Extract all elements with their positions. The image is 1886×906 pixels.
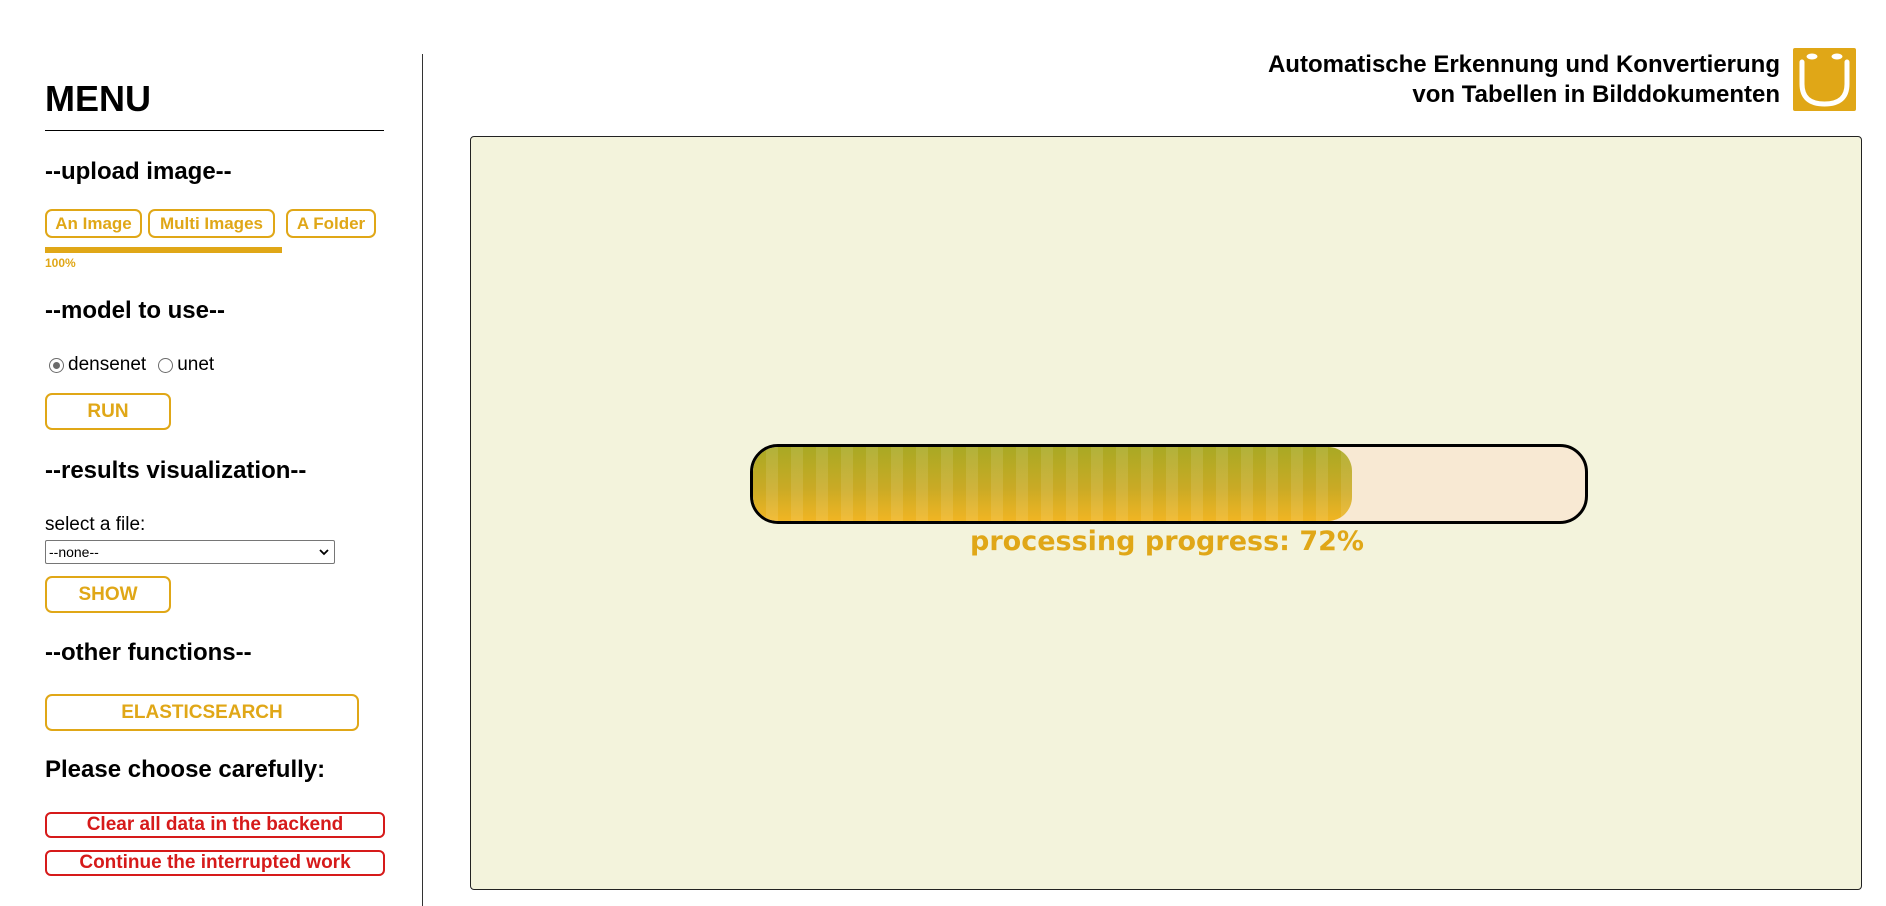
other-functions-heading: --other functions--	[45, 639, 252, 666]
radio-densenet[interactable]	[49, 357, 64, 373]
radio-unet[interactable]	[158, 357, 174, 373]
upload-progress-label: 100%	[45, 256, 76, 270]
processing-progress-text: processing progress: 72%	[970, 526, 1364, 557]
sidebar-divider	[422, 54, 423, 906]
upload-heading: --upload image--	[45, 158, 232, 185]
file-select-dropdown[interactable]: --none--	[45, 540, 335, 564]
model-radio-group: densenet unet	[49, 353, 226, 377]
radio-unet-label[interactable]: unet	[177, 354, 215, 375]
main-panel: processing progress: 72%	[470, 136, 1862, 890]
elasticsearch-button[interactable]: ELASTICSEARCH	[45, 694, 359, 731]
select-file-label: select a file:	[45, 514, 146, 535]
show-button[interactable]: SHOW	[45, 576, 171, 613]
upload-folder-button[interactable]: A Folder	[286, 209, 376, 238]
sidebar-menu: MENU --upload image-- An Image Multi Ima…	[0, 0, 423, 906]
upload-image-button[interactable]: An Image	[45, 209, 142, 238]
continue-work-button[interactable]: Continue the interrupted work	[45, 850, 385, 876]
radio-densenet-label[interactable]: densenet	[68, 354, 147, 375]
menu-title: MENU	[45, 78, 151, 119]
run-button[interactable]: RUN	[45, 393, 171, 430]
app-title-line-1: Automatische Erkennung und Konvertierung	[1267, 51, 1780, 78]
upload-progress-fill	[45, 247, 282, 253]
app-title: Automatische Erkennung und Konvertierung…	[1268, 50, 1780, 110]
upload-progress-bar	[45, 247, 282, 253]
processing-progress-bar	[750, 444, 1588, 524]
clear-backend-button[interactable]: Clear all data in the backend	[45, 812, 385, 838]
app-title-line-2: von Tabellen in Bilddokumenten	[1412, 81, 1780, 108]
danger-heading: Please choose carefully:	[45, 756, 326, 783]
model-heading: --model to use--	[45, 297, 225, 324]
file-select-value: --none--	[49, 544, 99, 560]
smile-logo-graphic	[1799, 53, 1850, 107]
processing-progress-fill	[753, 447, 1353, 521]
chevron-down-icon	[319, 549, 329, 556]
results-heading: --results visualization--	[45, 457, 307, 484]
smile-logo-icon	[1793, 48, 1856, 111]
upload-multi-images-button[interactable]: Multi Images	[148, 209, 275, 238]
menu-divider	[45, 130, 384, 131]
